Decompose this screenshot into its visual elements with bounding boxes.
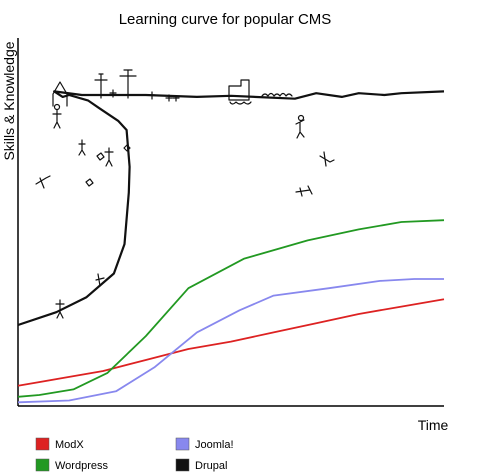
castle-sketch: [52, 81, 68, 107]
legend-swatch-joomla: [175, 437, 190, 451]
falling-person-5: [295, 119, 305, 139]
falling-person-6: [319, 151, 335, 167]
x-axis-label: Time: [418, 417, 449, 433]
legend-label-wordpress: Wordpress: [55, 460, 108, 472]
falling-person-4: [35, 175, 51, 189]
bulldozer-tracks: [229, 101, 252, 105]
falling-person-5-head: [297, 114, 305, 122]
legend-swatch-drupal: [175, 458, 190, 472]
rubble-sketch: [261, 92, 293, 97]
climber-sketch-1: [55, 299, 65, 319]
falling-person-1: [52, 109, 62, 129]
chart-title: Learning curve for popular CMS: [119, 11, 332, 28]
legend-swatch-wordpress: [35, 458, 50, 472]
legend-label-joomla: Joomla!: [195, 439, 234, 451]
series-line-drupal: [17, 90, 445, 327]
legend-swatch-modx: [35, 437, 50, 451]
falling-person-3: [104, 147, 114, 167]
cliff-illustration: [35, 69, 335, 319]
falling-person-1-head: [53, 103, 61, 111]
cross-sketch-3: [109, 89, 117, 98]
series-line-wordpress: [17, 219, 445, 398]
falling-person-2: [78, 139, 86, 156]
y-axis-label: Skills & Knowledge: [1, 41, 17, 160]
falling-person-7: [295, 185, 313, 197]
cross-sketch-2: [119, 69, 137, 99]
climber-sketch-2: [95, 273, 105, 287]
legend-label-modx: ModX: [55, 439, 84, 451]
cross-sketch-1: [94, 73, 108, 99]
bulldozer-sketch: [228, 79, 250, 101]
cross-sketch-4: [148, 91, 156, 100]
legend-label-drupal: Drupal: [195, 460, 227, 472]
series-layer: [17, 90, 445, 404]
falling-rocks: [85, 144, 131, 187]
series-line-modx: [17, 298, 445, 387]
series-line-joomla: [17, 278, 444, 404]
cross-sketch-5: [165, 94, 180, 102]
